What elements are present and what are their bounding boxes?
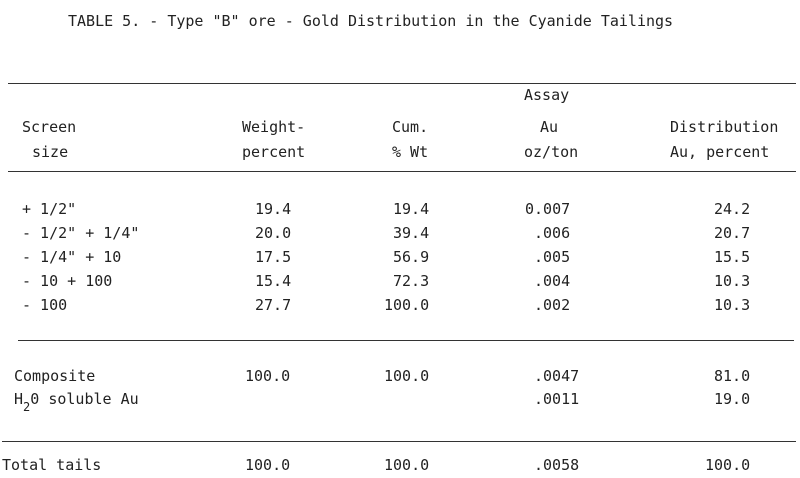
- header-weight-1: Weight-: [242, 118, 306, 136]
- header-dist-2: Au, percent: [670, 143, 770, 161]
- header-assay-3: oz/ton: [524, 143, 579, 161]
- total-weight: 100.0: [245, 456, 291, 474]
- header-cum-1: Cum.: [392, 118, 429, 136]
- cell-screen: - 100: [22, 296, 68, 314]
- cell-weight: 15.4: [255, 272, 292, 290]
- soluble-label: H20 soluble Au: [14, 390, 139, 416]
- cell-cum: 72.3: [393, 272, 430, 290]
- cell-weight: 20.0: [255, 224, 292, 242]
- header-assay-1: Assay: [524, 86, 570, 104]
- total-rule: [2, 441, 796, 442]
- cell-screen: + 1/2": [22, 200, 77, 218]
- cell-assay: 0.007: [525, 200, 571, 218]
- cell-dist: 24.2: [714, 200, 751, 218]
- table-title: TABLE 5. - Type "B" ore - Gold Distribut…: [68, 12, 674, 30]
- total-assay: .0058: [534, 456, 580, 474]
- top-rule: [8, 83, 796, 84]
- cell-cum: 100.0: [384, 296, 430, 314]
- soluble-label-post: 0 soluble Au: [30, 390, 139, 408]
- composite-label: Composite: [14, 367, 96, 385]
- cell-screen: - 1/4" + 10: [22, 248, 122, 266]
- cell-cum: 19.4: [393, 200, 430, 218]
- composite-dist: 81.0: [714, 367, 751, 385]
- header-screen-1: Screen: [22, 118, 77, 136]
- soluble-label-sub: 2: [23, 400, 31, 414]
- cell-dist: 10.3: [714, 296, 751, 314]
- header-rule: [8, 171, 796, 172]
- cell-dist: 15.5: [714, 248, 751, 266]
- total-label: Total tails: [2, 456, 102, 474]
- cell-weight: 17.5: [255, 248, 292, 266]
- cell-screen: - 10 + 100: [22, 272, 113, 290]
- composite-assay: .0047: [534, 367, 580, 385]
- cell-assay: .004: [534, 272, 571, 290]
- total-cum: 100.0: [384, 456, 430, 474]
- cell-screen: - 1/2" + 1/4": [22, 224, 140, 242]
- header-dist-1: Distribution: [670, 118, 779, 136]
- cell-weight: 19.4: [255, 200, 292, 218]
- soluble-label-pre: H: [14, 390, 24, 408]
- cell-cum: 56.9: [393, 248, 430, 266]
- cell-cum: 39.4: [393, 224, 430, 242]
- header-weight-2: percent: [242, 143, 306, 161]
- soluble-dist: 19.0: [714, 390, 751, 408]
- header-assay-2: Au: [540, 118, 559, 136]
- soluble-assay: .0011: [534, 390, 580, 408]
- cell-dist: 10.3: [714, 272, 751, 290]
- composite-cum: 100.0: [384, 367, 430, 385]
- cell-weight: 27.7: [255, 296, 292, 314]
- cell-dist: 20.7: [714, 224, 751, 242]
- cell-assay: .002: [534, 296, 571, 314]
- composite-rule: [18, 340, 794, 341]
- composite-weight: 100.0: [245, 367, 291, 385]
- cell-assay: .005: [534, 248, 571, 266]
- header-cum-2: % Wt: [392, 143, 429, 161]
- cell-assay: .006: [534, 224, 571, 242]
- total-dist: 100.0: [705, 456, 751, 474]
- header-screen-2: size: [32, 143, 69, 161]
